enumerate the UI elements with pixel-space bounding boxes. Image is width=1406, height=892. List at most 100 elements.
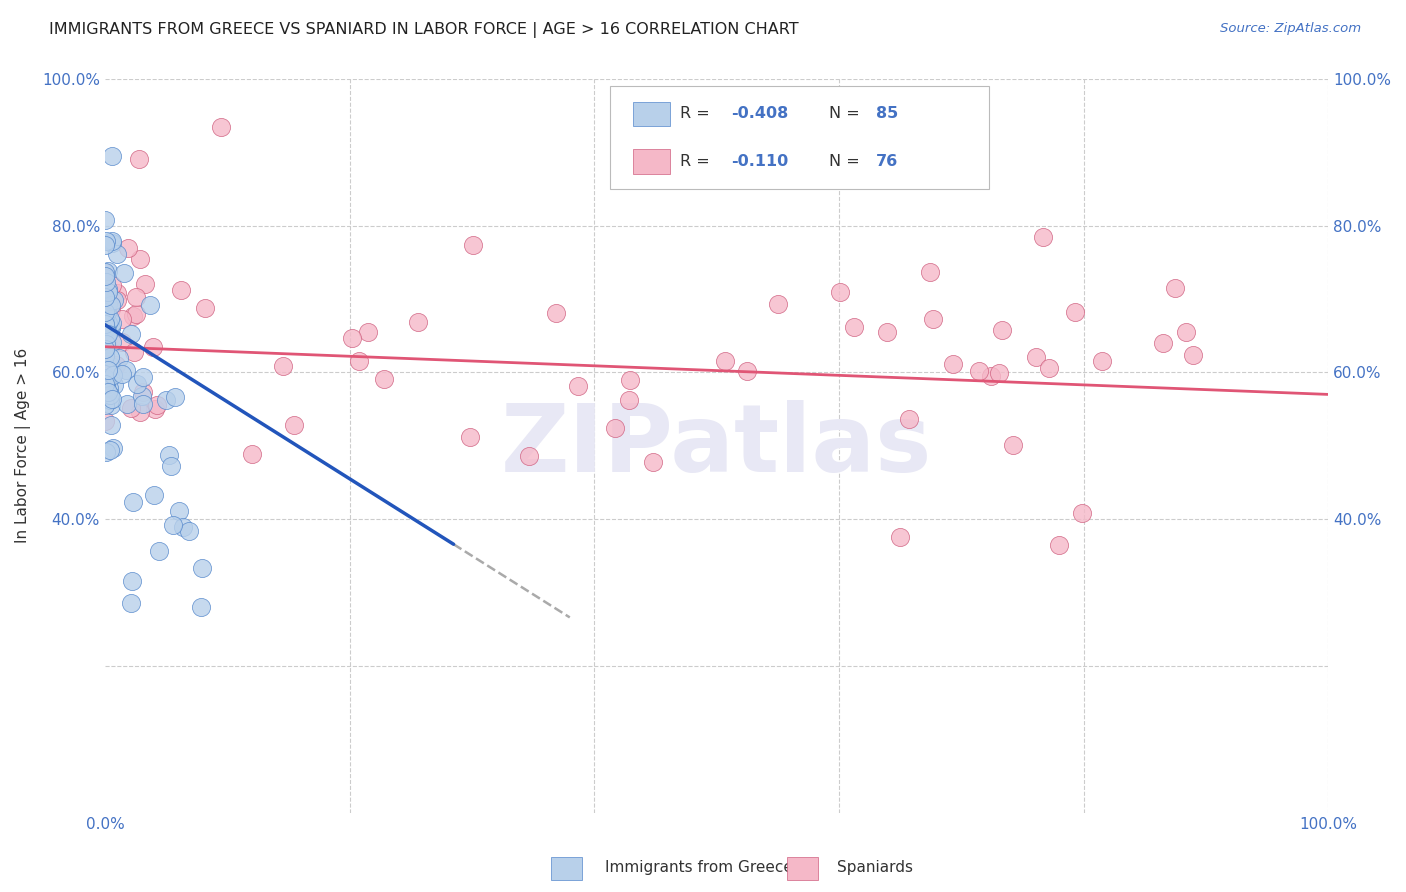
Point <box>94 376 117 391</box>
Point <box>146 398 169 412</box>
Point <box>94 264 117 278</box>
Point <box>100 298 122 312</box>
Point <box>105 358 128 372</box>
Text: N =: N = <box>830 106 865 121</box>
Point <box>159 459 181 474</box>
Text: IMMIGRANTS FROM GREECE VS SPANIARD IN LABOR FORCE | AGE > 16 CORRELATION CHART: IMMIGRANTS FROM GREECE VS SPANIARD IN LA… <box>49 22 799 38</box>
Point <box>546 306 568 320</box>
Point <box>167 504 190 518</box>
Point <box>94 271 117 285</box>
Point <box>283 418 305 433</box>
Point <box>1175 325 1198 339</box>
Point <box>98 392 121 407</box>
Point <box>125 307 148 321</box>
Text: Spaniards: Spaniards <box>837 860 912 874</box>
Point <box>844 319 866 334</box>
Point <box>94 349 117 363</box>
Point <box>105 247 128 261</box>
Point <box>94 317 117 331</box>
Point <box>94 349 117 363</box>
Point <box>463 238 485 252</box>
Point <box>155 392 177 407</box>
Point <box>100 320 122 334</box>
Point <box>120 401 142 416</box>
Point <box>94 266 117 280</box>
Point <box>1038 360 1060 375</box>
Point <box>987 366 1010 380</box>
Point <box>1071 506 1094 520</box>
Point <box>97 327 120 342</box>
Point <box>101 316 124 330</box>
Point <box>406 315 429 329</box>
Point <box>517 449 540 463</box>
Point <box>100 359 122 373</box>
Point <box>101 234 124 248</box>
Point <box>271 359 294 373</box>
Point <box>128 252 150 267</box>
Point <box>100 301 122 316</box>
Point <box>191 561 214 575</box>
Point <box>619 373 641 387</box>
Point <box>373 372 395 386</box>
Point <box>190 599 212 614</box>
Point <box>94 445 117 459</box>
Point <box>876 325 898 339</box>
Point <box>1047 538 1070 552</box>
Point <box>94 342 117 356</box>
Point <box>807 163 830 178</box>
Point <box>132 384 155 399</box>
Point <box>209 120 232 134</box>
Point <box>117 241 139 255</box>
Point <box>96 282 118 296</box>
Point <box>142 340 165 354</box>
Point <box>103 293 125 307</box>
Point <box>980 368 1002 383</box>
Text: 76: 76 <box>876 154 898 169</box>
Point <box>129 405 152 419</box>
Point <box>143 402 166 417</box>
Point <box>132 397 155 411</box>
Point <box>991 323 1014 337</box>
Point <box>105 293 128 307</box>
Point <box>96 316 118 330</box>
Point <box>121 310 143 324</box>
Point <box>94 336 117 351</box>
Point <box>897 411 920 425</box>
Y-axis label: In Labor Force | Age > 16: In Labor Force | Age > 16 <box>15 348 31 543</box>
Point <box>114 362 136 376</box>
Point <box>1091 354 1114 368</box>
Point <box>105 285 128 300</box>
Point <box>94 314 117 328</box>
Point <box>103 378 125 392</box>
Bar <box>633 102 671 126</box>
Point <box>172 520 194 534</box>
Point <box>98 312 121 326</box>
Point <box>967 363 990 377</box>
Point <box>170 283 193 297</box>
Point <box>121 574 143 589</box>
Point <box>177 524 200 539</box>
Text: R =: R = <box>681 106 714 121</box>
Point <box>567 379 589 393</box>
Point <box>98 443 121 458</box>
Text: N =: N = <box>830 154 865 169</box>
Point <box>94 320 117 334</box>
Point <box>94 212 117 227</box>
Point <box>920 265 942 279</box>
Point <box>768 297 790 311</box>
Point <box>194 301 217 315</box>
Point <box>100 335 122 350</box>
Point <box>134 277 156 291</box>
Point <box>121 494 143 508</box>
Point <box>132 370 155 384</box>
Point <box>1025 350 1047 364</box>
Point <box>1032 229 1054 244</box>
Point <box>357 325 380 339</box>
Point <box>101 368 124 382</box>
Point <box>1152 336 1174 351</box>
Point <box>96 336 118 351</box>
Point <box>714 353 737 368</box>
Point <box>120 597 142 611</box>
Point <box>240 447 263 461</box>
Point <box>96 384 118 399</box>
